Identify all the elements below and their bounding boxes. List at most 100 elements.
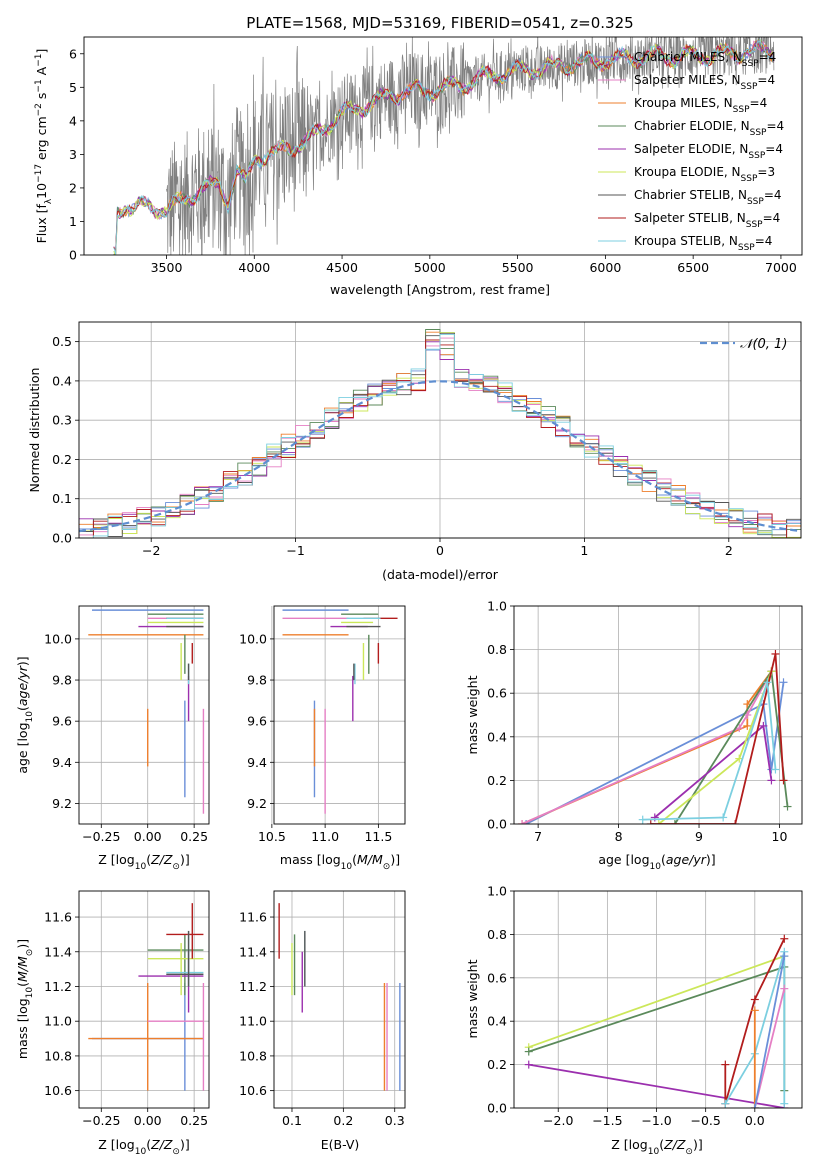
point-kroupa_elodie (147, 943, 204, 996)
label-part: )] (180, 1137, 190, 1152)
label-part: )] (706, 852, 716, 867)
axes-spectrum: 3500 4000 4500 5000 5500 6000 6500 7000 0 1 2 3 4 5 6 w… (34, 36, 803, 297)
y-tick-label: 2 (69, 180, 77, 195)
weight-marker-kroupa_stelib (763, 678, 772, 687)
weight-line-kroupa_stelib (642, 682, 777, 821)
label-part: )] (390, 852, 400, 867)
y-tick-label: 11.0 (239, 1014, 267, 1029)
y-tick-label: 3 (69, 147, 77, 162)
y-tick-label: 0.0 (52, 531, 72, 546)
x-tick-label: 0.25 (180, 1113, 208, 1128)
weight-line-chabrier_elodie (674, 668, 789, 824)
x-tick-label: 0.0 (745, 1113, 765, 1128)
point-chabrier_elodie (147, 934, 204, 996)
weight-marker-salpeter_stelib (779, 776, 788, 785)
x-axis-label: Z [log10(Z/Z⊙)] (98, 1137, 189, 1157)
label-part: Salpeter ELODIE, N (634, 142, 748, 156)
axes-frame (513, 605, 803, 825)
legend-label-chabrier_elodie: Chabrier ELODIE, NSSP=4 (634, 119, 784, 138)
y-tick-label: 11.6 (239, 910, 267, 925)
y-tick-label: 9.2 (247, 796, 267, 811)
point-chabrier_miles (282, 609, 349, 798)
weight-marker-kroupa_stelib (771, 765, 780, 774)
legend-label-salpeter_miles: Salpeter MILES, NSSP=4 (634, 73, 775, 92)
weight-marker-kroupa_stelib (638, 815, 647, 824)
axes-age_vs_mass: 10.5 11.0 11.5 9.2 9.4 9.6 9.8 10.0 mass [log10(… (239, 605, 406, 872)
label-part: s (34, 93, 49, 104)
axes-frame (513, 890, 803, 1109)
label-part: SSP (741, 174, 758, 184)
gaussian-curve (79, 380, 799, 533)
x-axis-label: wavelength [Angstrom, rest frame] (330, 282, 550, 297)
plot-area-age_vs_mass (282, 609, 398, 814)
x-tick-label: 11.0 (311, 829, 339, 844)
y-tick-label: 0.4 (52, 373, 72, 388)
axes-frame (273, 890, 406, 1109)
weight-line-salpeter_miles (753, 988, 786, 1108)
x-tick-label: 0 (436, 543, 444, 558)
label-part: ( (659, 1137, 664, 1152)
point-kroupa_miles (88, 983, 204, 1091)
y-tick-label: 0.8 (487, 927, 507, 942)
x-tick-label: 0.25 (180, 829, 208, 844)
y-tick-label: 9.6 (247, 714, 267, 729)
label-part: Kroupa STELIB, N (634, 234, 738, 248)
axes-frame (78, 605, 210, 825)
label-part: age/yr (15, 665, 30, 706)
x-tick-label: 4000 (238, 260, 270, 275)
weight-line-chabrier_miles (753, 955, 786, 1108)
label-part: SSP (750, 128, 767, 138)
weight-marker-chabrier_miles (779, 678, 788, 687)
label-part: age [log (598, 852, 649, 867)
axes-frame (78, 890, 210, 1109)
label-part: 10 (34, 183, 49, 199)
label-part: SSP (748, 151, 765, 161)
y-tick-label: 9.2 (52, 796, 72, 811)
x-tick-label: 10 (772, 829, 788, 844)
label-part: =4 (759, 50, 777, 64)
model-spectrum-salpeter_elodie (113, 40, 775, 252)
label-part: 10 (648, 1147, 660, 1157)
label-part: =4 (766, 119, 784, 133)
x-tick-label: −1 (286, 543, 304, 558)
label-part: ( (146, 852, 151, 867)
label-part: =4 (750, 96, 768, 110)
label-part: Z [log (98, 852, 134, 867)
y-tick-label: 0.4 (487, 729, 507, 744)
x-tick-label: 1 (580, 543, 588, 558)
x-tick-label: 0.2 (333, 1113, 353, 1128)
label-part: Z/Z (150, 852, 173, 867)
x-tick-label: 5500 (502, 260, 534, 275)
y-tick-label: 0.5 (52, 334, 72, 349)
label-part: =4 (764, 188, 782, 202)
y-tick-label: 4 (69, 113, 77, 128)
label-part: Salpeter STELIB, N (634, 211, 746, 225)
label-part: Chabrier MILES, N (634, 50, 742, 64)
label-part: )] (180, 852, 190, 867)
label-part: ( (15, 982, 30, 987)
legend-label-kroupa_stelib: Kroupa STELIB, NSSP=4 (634, 234, 772, 253)
label-part: 10 (25, 987, 35, 999)
point-kroupa_elodie (341, 621, 374, 681)
x-axis-label: age [log10(age/yr)] (598, 852, 715, 872)
y-tick-label: 1 (69, 214, 77, 229)
weight-marker-chabrier_miles (750, 1104, 759, 1108)
point-salpeter_miles (147, 617, 205, 814)
y-tick-label: 0.2 (487, 773, 507, 788)
weight-marker-chabrier_miles (780, 952, 789, 961)
x-tick-label: 0.00 (134, 1113, 162, 1128)
label-part: ( (146, 1137, 151, 1152)
weight-marker-salpeter_elodie (759, 721, 768, 730)
x-tick-label: −0.25 (82, 829, 120, 844)
y-tick-label: 11.0 (44, 1014, 72, 1029)
x-tick-label: 4500 (326, 260, 358, 275)
point-chabrier_stelib (346, 625, 381, 681)
label-part: 10 (25, 711, 35, 723)
y-axis-label: Flux [fλ10−17 erg cm−2 s−1 A−1] (34, 49, 54, 244)
y-tick-label: 10.8 (44, 1048, 72, 1063)
label-part: ⊙ (172, 862, 180, 872)
y-tick-label: 10.8 (239, 1048, 267, 1063)
weight-marker-salpeter_miles (518, 820, 527, 824)
axes-residuals: −2 −1 0 1 2 0.0 0.1 0.2 0.3 0.4 0.5 (data-model)/er… (27, 321, 802, 582)
